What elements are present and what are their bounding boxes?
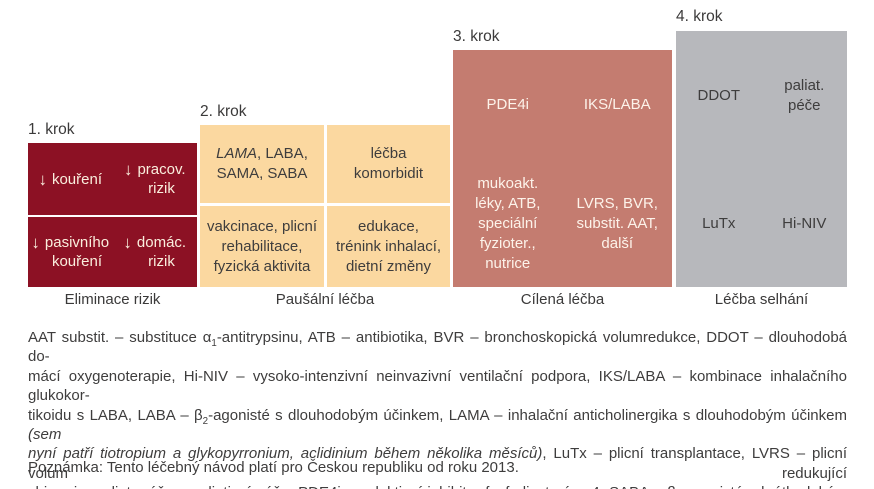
step-1-caption: Eliminace rizik bbox=[64, 291, 161, 308]
step-3-cell-lvrs: LVRS, BVR, substit. AAT, další bbox=[563, 160, 673, 287]
step-2-caption: Paušální léčba bbox=[275, 291, 375, 308]
step-2-cell-vaccination-label: vakcinace, plicní rehabilitace, fyzická … bbox=[206, 217, 318, 275]
down-arrow-icon: ↓ bbox=[123, 233, 132, 252]
step-1-row-2: ↓ pasivního kouření ↓ domác. rizik bbox=[28, 217, 197, 287]
step-1-cell-smoking-label: kouření bbox=[51, 170, 103, 188]
step-4-cell-palliative: paliat. péče bbox=[762, 31, 848, 160]
step-3-cell-mucoactive-label: mukoakt. léky, ATB, speciální fyzioter.,… bbox=[475, 174, 541, 272]
step-1-cell-passive-smoking: ↓ pasivního kouření bbox=[28, 217, 113, 287]
step-4-block: DDOT paliat. péče LuTx Hi-NIV bbox=[676, 31, 847, 287]
step-3-cell-pde4i-label: PDE4i bbox=[486, 96, 530, 113]
step-4-row-2: LuTx Hi-NIV bbox=[676, 160, 847, 287]
step-3-block: PDE4i IKS/LABA mukoakt. léky, ATB, speci… bbox=[453, 50, 672, 287]
legend-line: AAT substit. – substituce α1-antitrypsin… bbox=[28, 329, 848, 366]
step-4-row-1: DDOT paliat. péče bbox=[676, 31, 847, 160]
step-3-row-2: mukoakt. léky, ATB, speciální fyzioter.,… bbox=[453, 160, 672, 287]
legend-line: nyní patří tiotropium a glykopyrronium, … bbox=[28, 445, 847, 482]
step-1-cell-work-risk-label: pracov. rizik bbox=[137, 161, 186, 197]
down-arrow-icon: ↓ bbox=[123, 160, 133, 179]
step-4-cell-palliative-label: paliat. péče bbox=[784, 76, 825, 114]
note-text: Poznámka: Tento léčebný návod platí pro … bbox=[28, 459, 519, 476]
step-3-cell-lvrs-label: LVRS, BVR, substit. AAT, další bbox=[576, 194, 658, 252]
legend-line: mácí oxygenoterapie, Hi-NIV – vysoko-int… bbox=[28, 367, 847, 405]
step-1-cell-smoking: ↓ kouření bbox=[28, 143, 113, 215]
abbreviation-legend: AAT substit. – substituce α1-antitrypsin… bbox=[28, 328, 847, 489]
step-2-cell-bronchodilators: LAMA, LABA, SAMA, SABA bbox=[200, 125, 324, 203]
step-2-block: LAMA, LABA, SAMA, SABA léčba komorbidit … bbox=[200, 125, 450, 287]
legend-line: tikoidu s LABA, LABA – β2-agonisté s dlo… bbox=[28, 406, 847, 444]
down-arrow-icon: ↓ bbox=[31, 233, 40, 252]
step-2-label: 2. krok bbox=[200, 103, 247, 120]
step-2-cell-education-label: edukace, trénink inhalací, dietní změny bbox=[335, 217, 442, 275]
step-1-cell-home-risk-label: domác. rizik bbox=[136, 234, 187, 270]
step-4-label: 4. krok bbox=[676, 8, 723, 25]
step-4-cell-lutx: LuTx bbox=[676, 160, 762, 287]
step-2-cell-vaccination: vakcinace, plicní rehabilitace, fyzická … bbox=[200, 206, 324, 287]
step-3-caption: Cílená léčba bbox=[520, 291, 605, 308]
step-3-cell-pde4i: PDE4i bbox=[453, 50, 563, 160]
step-3-cell-iks-laba: IKS/LABA bbox=[563, 50, 673, 160]
step-1-cell-passive-smoking-label: pasivního kouření bbox=[44, 234, 110, 270]
step-1-cell-work-risk: ↓ pracov. rizik bbox=[113, 143, 198, 215]
step-3-cell-mucoactive: mukoakt. léky, ATB, speciální fyzioter.,… bbox=[453, 160, 563, 287]
step-3-row-1: PDE4i IKS/LABA bbox=[453, 50, 672, 160]
step-4-caption: Léčba selhání bbox=[714, 291, 809, 308]
step-4-cell-lutx-label: LuTx bbox=[702, 214, 736, 232]
step-3-cell-iks-laba-label: IKS/LABA bbox=[583, 96, 651, 113]
step-2-cell-bronchodilators-label: LAMA, LABA, SAMA, SABA bbox=[216, 145, 308, 182]
legend-line: chirurgie, paliat. péče – paliativní péč… bbox=[28, 483, 847, 489]
step-4-cell-ddot: DDOT bbox=[676, 31, 762, 160]
step-4-cell-hi-niv: Hi-NIV bbox=[762, 160, 848, 287]
step-3-label: 3. krok bbox=[453, 28, 500, 45]
step-1-label: 1. krok bbox=[28, 121, 75, 138]
step-4-cell-hi-niv-label: Hi-NIV bbox=[782, 214, 827, 232]
step-2-cell-education: edukace, trénink inhalací, dietní změny bbox=[327, 206, 450, 287]
step-1-cell-home-risk: ↓ domác. rizik bbox=[113, 217, 198, 287]
step-4-cell-ddot-label: DDOT bbox=[697, 86, 741, 104]
down-arrow-icon: ↓ bbox=[38, 169, 47, 189]
step-2-cell-comorbidities-label: léčba komorbidit bbox=[353, 145, 424, 182]
step-1-row-1: ↓ kouření ↓ pracov. rizik bbox=[28, 143, 197, 215]
step-1-block: ↓ kouření ↓ pracov. rizik ↓ pasivního ko… bbox=[28, 143, 197, 287]
step-2-cell-comorbidities: léčba komorbidit bbox=[327, 125, 450, 203]
